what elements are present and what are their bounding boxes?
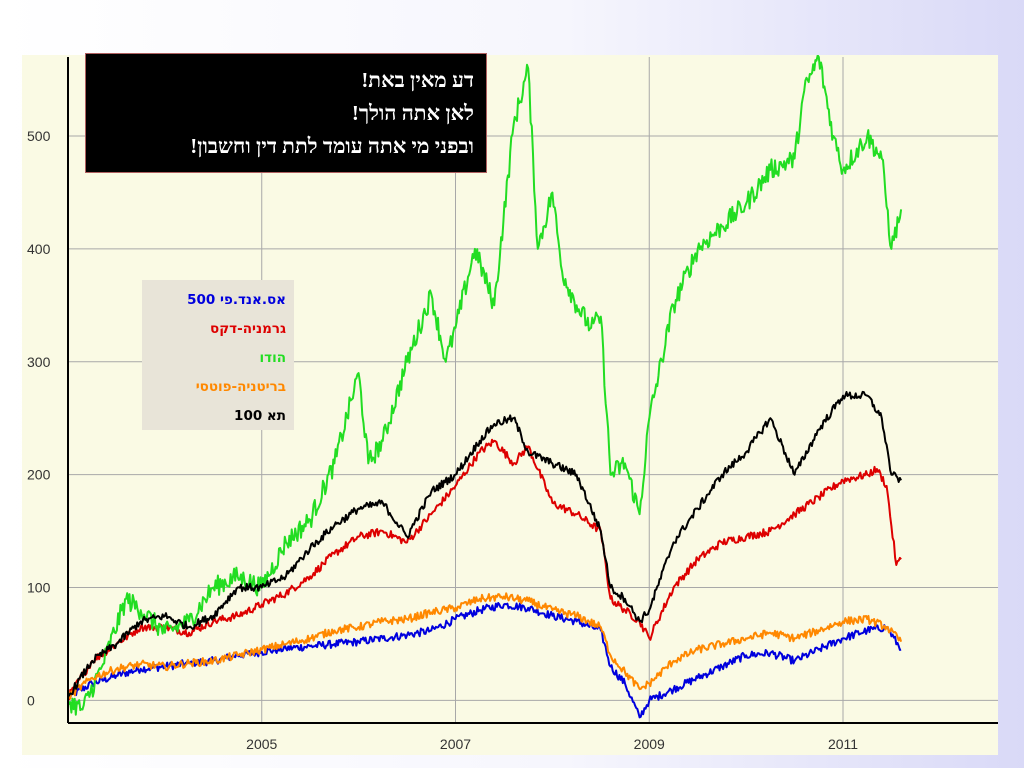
legend-item-sp500: אס.אנד.פי 500 xyxy=(187,292,286,308)
y-tick-label: 0 xyxy=(27,692,35,708)
title-line-2: לאן אתה הולך! xyxy=(351,101,474,125)
series-line-2 xyxy=(67,55,903,716)
x-tick-label: 2007 xyxy=(440,736,471,752)
y-tick-label: 300 xyxy=(27,354,51,370)
series-line-0 xyxy=(67,602,902,719)
chart-legend: אס.אנד.פי 500 גרמניה-דקס הודו בריטניה-פו… xyxy=(142,280,294,430)
series-line-4 xyxy=(67,390,902,698)
legend-item-ta100: תא 100 xyxy=(234,408,286,424)
x-tick-label: 2009 xyxy=(634,736,665,752)
legend-item-dax: גרמניה-דקס xyxy=(210,321,286,337)
y-tick-label: 400 xyxy=(27,241,51,257)
axes xyxy=(67,57,998,724)
legend-item-india: הודו xyxy=(259,350,286,366)
series-line-3 xyxy=(67,592,903,700)
x-tick-label: 2011 xyxy=(828,736,858,752)
series-lines xyxy=(67,55,903,719)
slide-title-box: דע מאין באת! לאן אתה הולך! ובפני מי אתה … xyxy=(85,53,487,173)
title-line-3: ובפני מי אתה עומד לתת דין וחשבון! xyxy=(190,134,474,158)
x-tick-label: 2005 xyxy=(246,736,277,752)
x-axis-ticks: 2005 2007 2009 2011 xyxy=(246,736,858,752)
y-axis-ticks: 0 100 200 300 400 500 xyxy=(27,128,51,708)
y-tick-label: 200 xyxy=(27,467,51,483)
y-tick-label: 500 xyxy=(27,128,51,144)
legend-item-ftse: בריטניה-פוטסי xyxy=(195,379,286,395)
y-tick-label: 100 xyxy=(27,580,51,596)
title-line-1: דע מאין באת! xyxy=(361,68,474,92)
